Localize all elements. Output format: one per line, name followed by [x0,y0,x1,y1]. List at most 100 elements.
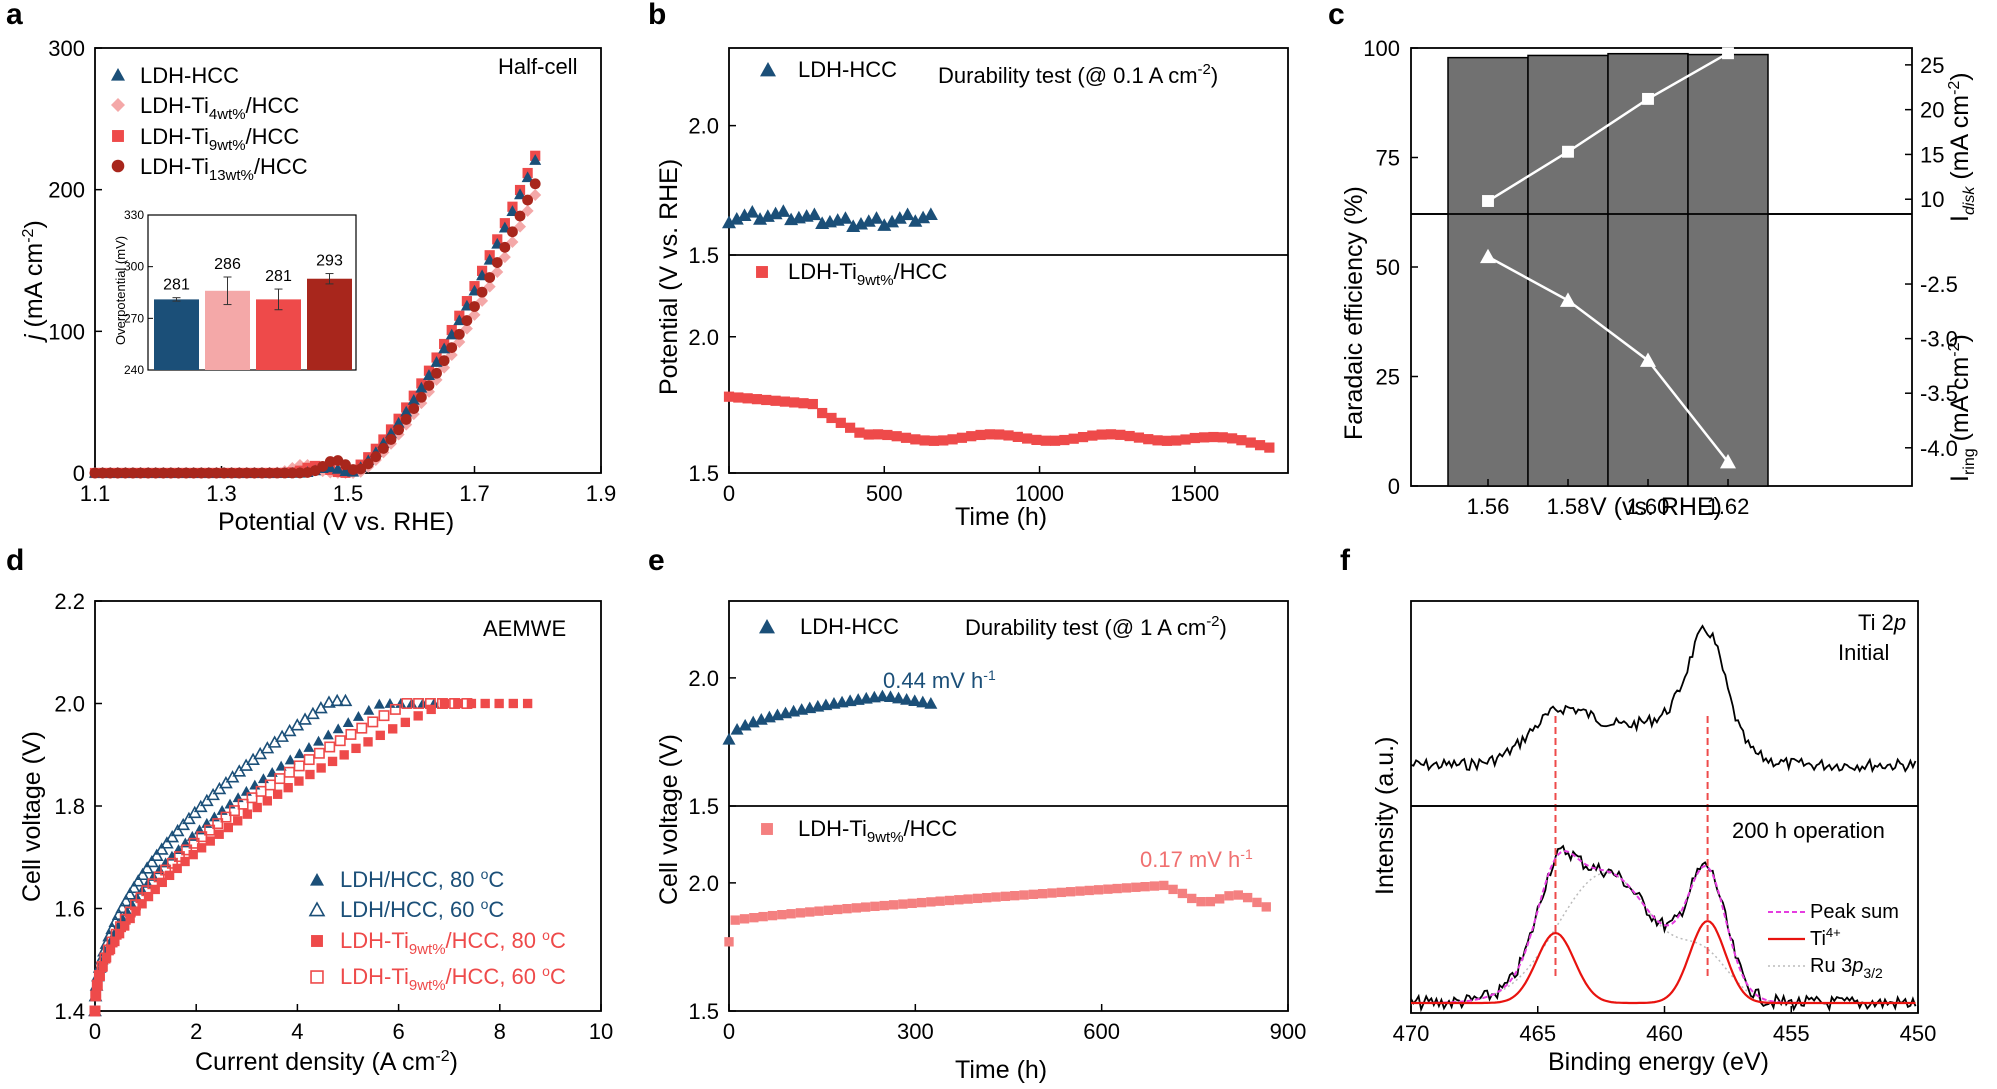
panel-d-point [324,741,336,753]
panel-a-point [431,367,442,379]
panel-d-point [101,953,112,963]
panel-b-point-ldh [807,207,822,221]
panel-b-xlabel: Time (h) [955,503,1047,531]
panel-e-point-ti [814,906,824,916]
panel-b-point-ti [835,417,846,428]
panel-d-ylabel: Cell voltage (V) [18,731,46,902]
panel-b-point-ti [742,393,753,404]
panel-a-ytick-label: 100 [48,319,85,344]
panel-a-point [211,467,222,479]
panel-d-point [327,756,338,767]
panel-d-xtick-label: 0 [89,1019,101,1044]
panel-e-point-ti [1028,889,1039,900]
panel-d-point [127,880,141,894]
panel-a-legend-marker [111,68,125,81]
panel-b-point-ti [1264,442,1275,453]
inset-value-label: 281 [265,268,292,285]
panel-d-chart: AEMWE Current density (A cm-2) Cell volt… [18,589,613,1076]
panel-d-point [449,698,461,709]
panel-a-xtick-label: 1.1 [80,481,111,506]
panel-e-point-ti [898,899,908,909]
panel-b-point-ti [956,432,968,443]
panel-d-point [375,730,385,741]
panel-b-point-ti [1208,431,1219,443]
panel-d-point [284,754,296,765]
inset-ytick-label: 240 [124,363,144,377]
panel-d-xtick-label: 8 [494,1019,506,1044]
panel-a-point [393,424,404,436]
panel-e-annotation: Durability test (@ 1 A cm-2) [965,613,1227,640]
panel-d-ytick-label: 1.6 [54,897,85,922]
panel-d-ytick-label: 2.0 [54,692,85,717]
panel-d-point [119,893,133,907]
panel-b-point-ldh [838,211,853,224]
panel-a-legend-marker [111,159,125,173]
panel-b-point-ti [966,431,977,442]
panel-a-point [264,467,275,479]
panel-d-point [219,776,233,789]
panel-c-xtick-label: 1.62 [1707,494,1750,519]
panel-e-point-ti [1056,887,1066,898]
panel-d-point [246,752,260,766]
panel-e-rate-1: 0.44 mV h-1 [883,667,996,693]
panel-a-point [173,467,184,479]
panel-a-point [407,394,420,405]
panel-e-point-ldh [892,691,906,704]
panel-a-point [233,467,245,479]
panel-d-point [239,758,253,771]
panel-e-ylabel: Cell voltage (V) [655,734,683,905]
panel-d-point [246,792,258,804]
panel-d-point [187,805,202,819]
panel-b-point-ldh [900,207,915,221]
panel-d-point [313,747,325,759]
panel-b-point-ldh [869,211,884,224]
panel-a-point [529,178,541,190]
panel-d-point [252,802,262,813]
panel-b-point-ti [1068,433,1079,444]
panel-e-xtick-label: 0 [723,1019,735,1044]
panel-b-point-ti [845,422,856,433]
panel-b-point-ti [751,394,763,405]
panel-b-point-ti [789,397,800,408]
panel-d-point [322,695,336,708]
panel-b-point-ti [779,396,790,407]
panel-label-d: d [6,544,24,577]
panel-d-point [176,817,191,831]
inset-value-label: 293 [316,253,343,270]
panel-b-xtick-label: 500 [866,481,903,506]
panel-d-point [188,837,200,849]
panel-b-point-ti [854,427,865,438]
panel-d-point [275,760,287,771]
panel-a-point [195,467,207,479]
panel-a-point [188,467,200,479]
panel-d-point [110,936,120,947]
panel-c-disk-tick-label: 20 [1920,98,1944,123]
panel-a-point [157,467,169,479]
panel-c-ring-tick-label: -3.5 [1920,381,1958,406]
panel-c-ring-tick-label: -2.5 [1920,272,1958,297]
panel-e-point-ti [1168,884,1178,895]
panel-b-point-ti [1087,430,1098,441]
panel-e-xtick-label: 900 [1270,1019,1307,1044]
panel-d-point [240,785,252,796]
panel-d-point [294,748,306,759]
panel-d-point [180,856,190,867]
panel-a-xtick-label: 1.3 [206,481,237,506]
panel-a-point [422,369,435,380]
panel-e-point-ti [1075,886,1085,896]
panel-d-point [293,760,305,772]
panel-c-xtick-label: 1.60 [1627,494,1670,519]
panel-e-point-ti [1037,889,1048,899]
panel-b-point-ti [1199,432,1210,443]
panel-d-point [363,704,375,715]
inset-ylabel: Overpotential (mV) [113,236,128,345]
panel-e-point-ldh [916,695,930,708]
panel-d-annotation: AEMWE [483,616,566,641]
panel-d-legend-marker [310,873,324,886]
panel-f-xtick-label: 455 [1773,1021,1810,1046]
panel-e-point-ti [749,913,759,923]
panel-d-point [345,728,357,740]
panel-e-point-ti [786,909,796,919]
panel-a-legend: LDH-HCC LDH-Ti4wt%/HCC LDH-Ti9wt%/HCC LD… [111,63,308,184]
